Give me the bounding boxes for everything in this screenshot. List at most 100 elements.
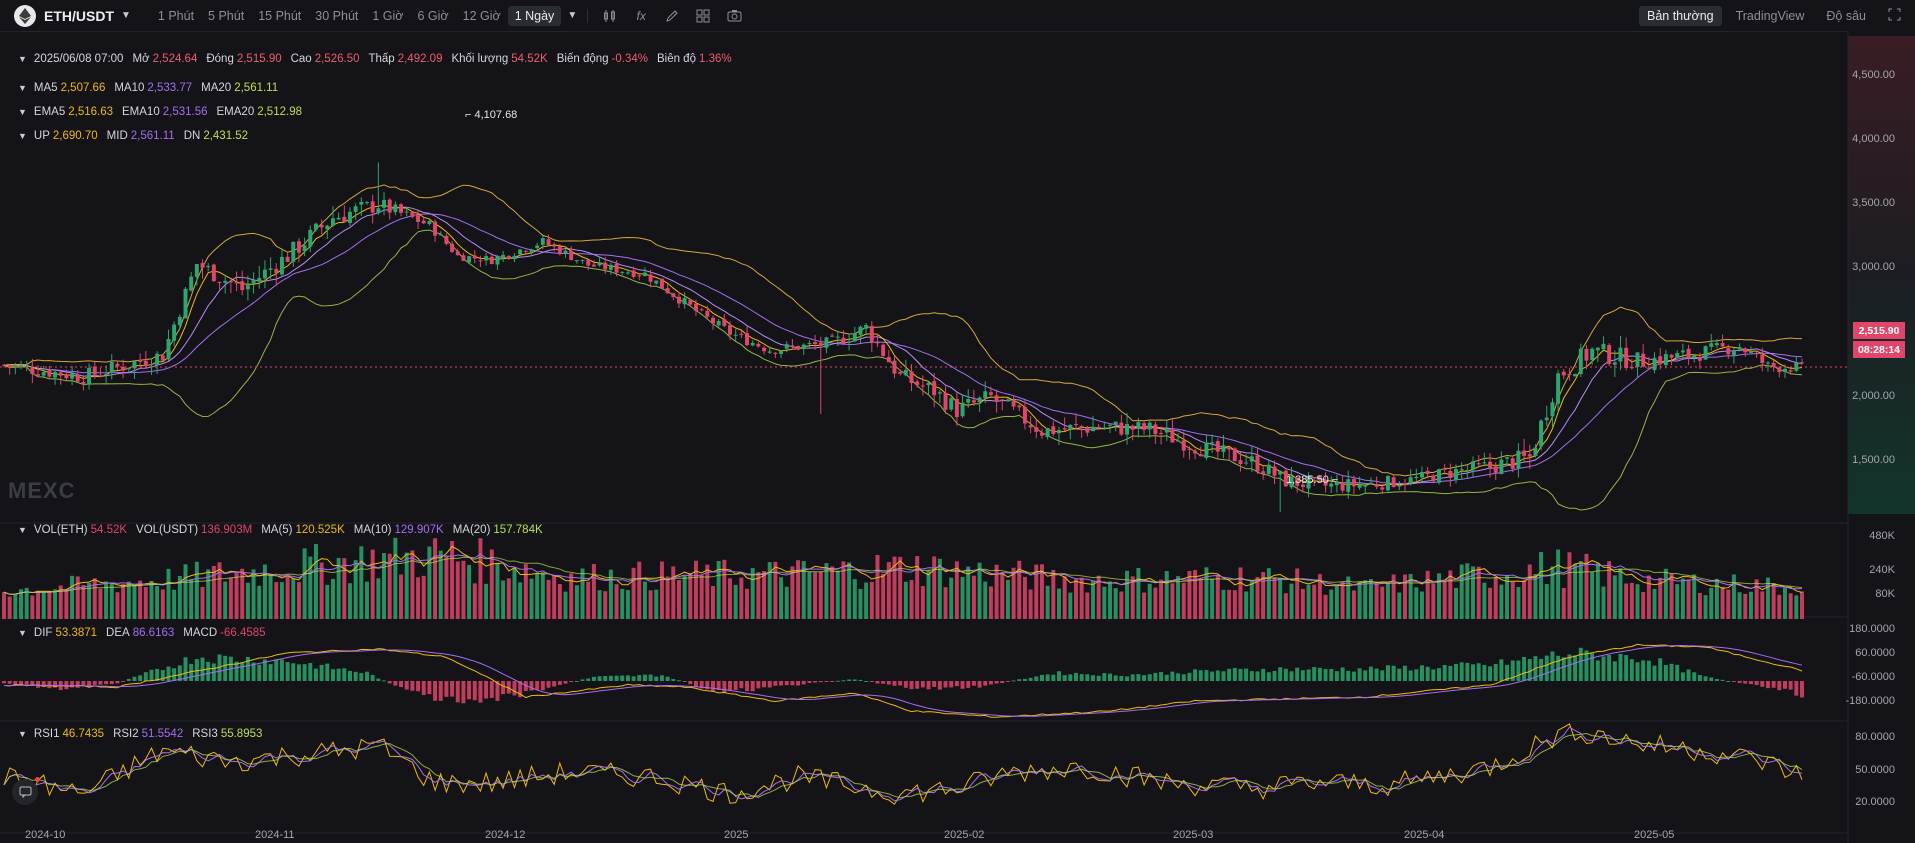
candle-body: [966, 398, 971, 403]
collapse-chevron-icon[interactable]: ▼: [18, 107, 27, 117]
volume-bar: [211, 565, 216, 619]
volume-bar: [801, 561, 806, 619]
amplitude-value: 1.36%: [698, 53, 732, 65]
interval-tab[interactable]: 1 Ngày: [507, 5, 562, 26]
interval-tab[interactable]: 15 Phút: [258, 8, 302, 23]
candle-body: [1261, 471, 1266, 474]
macd-histogram-bar: [1102, 673, 1107, 681]
volume-bar: [1533, 574, 1538, 619]
interval-dropdown-icon[interactable]: ▼: [567, 10, 578, 21]
volume-ma5-line: [3, 545, 1803, 595]
macd-histogram-bar: [1056, 671, 1061, 681]
candle-body: [1527, 454, 1532, 457]
macd-histogram-bar: [971, 681, 976, 686]
macd-histogram-bar: [1505, 664, 1510, 681]
volume-bar: [693, 560, 698, 619]
macd-histogram-bar: [433, 681, 438, 701]
collapse-chevron-icon[interactable]: ▼: [18, 83, 27, 93]
macd-histogram-bar: [875, 681, 880, 684]
volume-bar: [365, 581, 369, 619]
macd-histogram-bar: [1363, 670, 1368, 681]
candle-body: [1278, 470, 1283, 475]
interval-tab[interactable]: 12 Giờ: [462, 8, 501, 23]
candle-body: [654, 280, 659, 284]
macd-histogram-bar: [864, 681, 869, 682]
macd-histogram-bar: [1022, 678, 1027, 681]
symbol-dropdown-icon[interactable]: ▼: [121, 10, 131, 21]
volume-bar: [1573, 563, 1578, 619]
camera-icon[interactable]: [725, 7, 743, 25]
macd-histogram-bar: [506, 681, 511, 694]
candle-body: [240, 281, 245, 291]
interval-tab[interactable]: 5 Phút: [208, 8, 245, 23]
volume-bar: [1312, 584, 1317, 619]
candle-body: [1102, 427, 1107, 429]
candle-body: [1391, 477, 1396, 488]
collapse-chevron-icon[interactable]: ▼: [18, 729, 27, 739]
fullscreen-icon[interactable]: [1888, 8, 1901, 24]
volume-axis-label: 240K: [1869, 564, 1895, 576]
macd-histogram-bar: [699, 681, 704, 689]
volume-bar: [1737, 592, 1742, 619]
macd-histogram-bar: [591, 676, 596, 681]
symbol-title[interactable]: ETH/USDT: [44, 7, 114, 24]
volume-bar: [1454, 587, 1458, 619]
view-standard[interactable]: Bản thường: [1638, 5, 1722, 26]
candle-body: [1210, 442, 1215, 444]
view-depth[interactable]: Độ sâu: [1826, 8, 1866, 23]
volume-bar: [257, 585, 262, 619]
macd-histogram-bar: [954, 681, 959, 687]
macd-histogram-bar: [580, 679, 585, 681]
layout-icon[interactable]: [694, 7, 712, 25]
collapse-chevron-icon[interactable]: ▼: [18, 54, 27, 64]
interval-tab[interactable]: 1 Giờ: [372, 8, 404, 23]
volume-bar: [750, 568, 755, 619]
interval-tab[interactable]: 30 Phút: [315, 8, 359, 23]
candle-body: [444, 235, 449, 244]
candle-body: [1346, 479, 1351, 492]
candle-body: [1244, 462, 1249, 464]
volume-bar: [1612, 575, 1617, 619]
macd-histogram-bar: [1646, 660, 1651, 681]
macd-histogram-bar: [404, 681, 409, 690]
collapse-chevron-icon[interactable]: ▼: [18, 131, 27, 141]
collapse-chevron-icon[interactable]: ▼: [18, 628, 27, 638]
candle-body: [268, 268, 273, 270]
macd-histogram-bar: [648, 674, 653, 681]
price-chart[interactable]: [0, 31, 1915, 843]
macd-histogram-bar: [308, 663, 313, 681]
vol-ma5-label: MA(5): [261, 524, 293, 536]
volume-bar: [1232, 590, 1237, 619]
vol-usdt-value: 136.903M: [201, 524, 253, 536]
time-axis-label: 2025-05: [1634, 829, 1675, 841]
interval-tab[interactable]: 1 Phút: [157, 8, 195, 23]
interval-tab[interactable]: 6 Giờ: [417, 8, 449, 23]
candle-body: [830, 335, 835, 337]
volume-bar: [1300, 588, 1305, 619]
volume-bar: [376, 578, 381, 619]
formula-icon[interactable]: fx: [636, 8, 646, 23]
volume-bar: [330, 578, 335, 619]
volume-bar: [1618, 568, 1623, 619]
macd-histogram-bar: [512, 681, 517, 696]
macd-histogram-bar: [1522, 656, 1527, 681]
boll-legend: ▼ UP 2,690.70 MID 2,561.11 DN 2,431.52: [18, 130, 257, 142]
pencil-icon[interactable]: [663, 7, 681, 25]
view-tradingview[interactable]: TradingView: [1735, 8, 1805, 23]
volume-bar: [654, 589, 659, 619]
macd-axis-label: 60.0000: [1855, 647, 1895, 659]
boll-upper-line: [3, 184, 1802, 477]
volume-bar: [1703, 595, 1708, 619]
macd-histogram-bar: [767, 681, 772, 688]
candle-body: [223, 280, 228, 283]
macd-histogram-bar: [234, 661, 239, 681]
candle-body: [920, 385, 925, 387]
collapse-chevron-icon[interactable]: ▼: [18, 525, 27, 535]
candlestick-icon[interactable]: [601, 7, 619, 25]
macd-histogram-bar: [24, 681, 29, 685]
volume-bar: [1658, 577, 1663, 619]
macd-histogram-bar: [302, 664, 307, 681]
chat-icon[interactable]: [12, 779, 38, 805]
volume-bar: [1244, 591, 1249, 619]
macd-histogram-bar: [268, 664, 273, 681]
